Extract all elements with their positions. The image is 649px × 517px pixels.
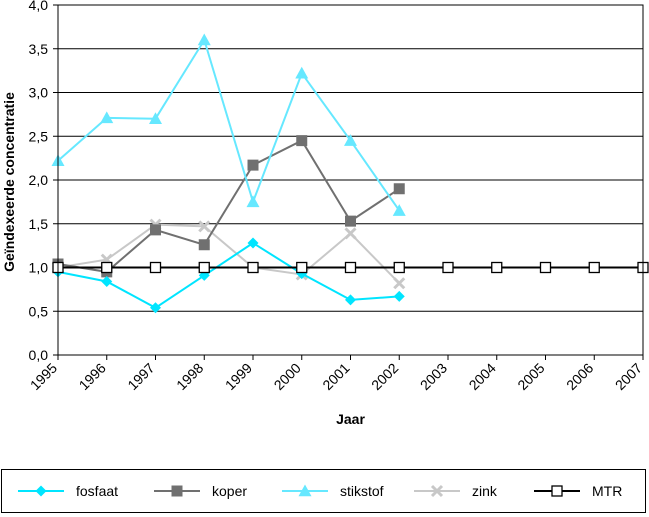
legend-item-zink: zink — [412, 470, 497, 512]
data-point — [295, 66, 309, 79]
data-point — [392, 204, 406, 216]
data-point — [149, 261, 162, 274]
series-line — [57, 223, 401, 284]
data-point — [491, 261, 503, 274]
legend: fosfaat koper stikstof zink MTR — [1, 469, 646, 513]
legend-swatch — [282, 484, 328, 497]
legend-label: MTR — [592, 483, 623, 499]
legend-label: zink — [472, 483, 497, 499]
series-stikstof — [51, 33, 406, 216]
data-point — [246, 195, 260, 208]
series-line — [57, 139, 400, 273]
x-axis-ticks: 1995 1996 1997 1998 1999 2000 2001 2002 2003 2004… — [27, 355, 645, 393]
legend-label: stikstof — [340, 483, 384, 499]
series-MTR — [52, 261, 649, 274]
x-tick-label: 1999 — [222, 360, 255, 393]
data-point — [442, 261, 454, 274]
data-point — [35, 485, 47, 497]
data-point — [430, 484, 444, 498]
data-point — [101, 261, 113, 274]
data-point — [345, 294, 356, 306]
data-point — [296, 135, 308, 147]
series-fosfaat — [52, 237, 405, 314]
data-point — [101, 276, 113, 287]
data-point — [393, 277, 406, 290]
data-point — [149, 112, 162, 124]
data-point — [198, 239, 210, 251]
x-tick-label: 2000 — [271, 360, 304, 393]
x-tick-label: 2003 — [417, 360, 450, 393]
data-point — [197, 33, 211, 46]
x-tick-label: 1998 — [173, 360, 206, 393]
x-tick-label: 1996 — [76, 360, 109, 393]
x-tick-label: 2005 — [514, 360, 547, 393]
plot-frame — [57, 4, 644, 356]
data-point — [393, 261, 405, 274]
data-point — [198, 261, 210, 274]
legend-swatch — [534, 485, 580, 497]
data-point — [100, 111, 114, 124]
legend-swatch — [18, 485, 64, 497]
data-point — [345, 215, 356, 227]
legend-item-fosfaat: fosfaat — [16, 470, 118, 512]
line-chart: 0,0 0,5 1,0 1,5 2,0 2,5 3,0 3,5 4,0 1995 1996 1997… — [1, 0, 649, 427]
y-tick-label: 1,5 — [29, 216, 49, 232]
y-tick-label: 2,5 — [29, 128, 49, 144]
y-axis-title: Geïndexeerde concentratie — [1, 92, 17, 272]
data-point — [393, 183, 405, 195]
series-koper — [52, 135, 405, 278]
y-tick-label: 3,0 — [29, 85, 49, 101]
data-point — [344, 261, 357, 274]
data-point — [247, 261, 259, 274]
y-axis-ticks: 0,0 0,5 1,0 1,5 2,0 2,5 3,0 3,5 4,0 — [29, 0, 58, 363]
x-tick-label: 2007 — [612, 360, 645, 393]
legend-item-stikstof: stikstof — [280, 470, 384, 512]
data-point — [150, 302, 161, 314]
x-tick-label: 2002 — [368, 360, 401, 393]
y-tick-label: 2,0 — [29, 172, 49, 188]
x-tick-label: 2004 — [466, 360, 499, 393]
data-point — [588, 261, 600, 274]
x-tick-label: 1997 — [124, 360, 157, 393]
data-point — [298, 484, 312, 497]
legend-label: fosfaat — [76, 483, 119, 499]
data-point — [393, 290, 405, 302]
data-point — [198, 220, 211, 233]
x-tick-label: 2006 — [563, 360, 596, 393]
y-tick-label: 3,5 — [29, 41, 49, 57]
series-layer — [51, 33, 649, 314]
x-tick-label: 1995 — [27, 360, 60, 393]
y-tick-label: 0,5 — [29, 303, 49, 319]
data-point — [296, 261, 308, 274]
data-point — [247, 237, 259, 249]
data-point — [551, 485, 563, 497]
data-point — [539, 261, 552, 274]
data-point — [344, 227, 357, 240]
legend-swatch — [414, 484, 460, 498]
y-tick-label: 4,0 — [29, 0, 49, 13]
series-line — [57, 37, 401, 212]
legend-item-koper: koper — [152, 470, 247, 512]
y-tick-label: 0,0 — [29, 347, 49, 363]
legend-swatch — [154, 485, 200, 497]
x-axis-title: Jaar — [336, 411, 365, 427]
legend-label: koper — [212, 483, 248, 499]
data-point — [344, 134, 357, 146]
series-line — [57, 241, 400, 309]
data-point — [171, 485, 183, 497]
x-tick-label: 2001 — [319, 360, 352, 393]
legend-item-MTR: MTR — [532, 470, 622, 512]
y-tick-label: 1,0 — [29, 260, 49, 276]
data-point — [150, 224, 161, 236]
data-point — [247, 159, 259, 171]
